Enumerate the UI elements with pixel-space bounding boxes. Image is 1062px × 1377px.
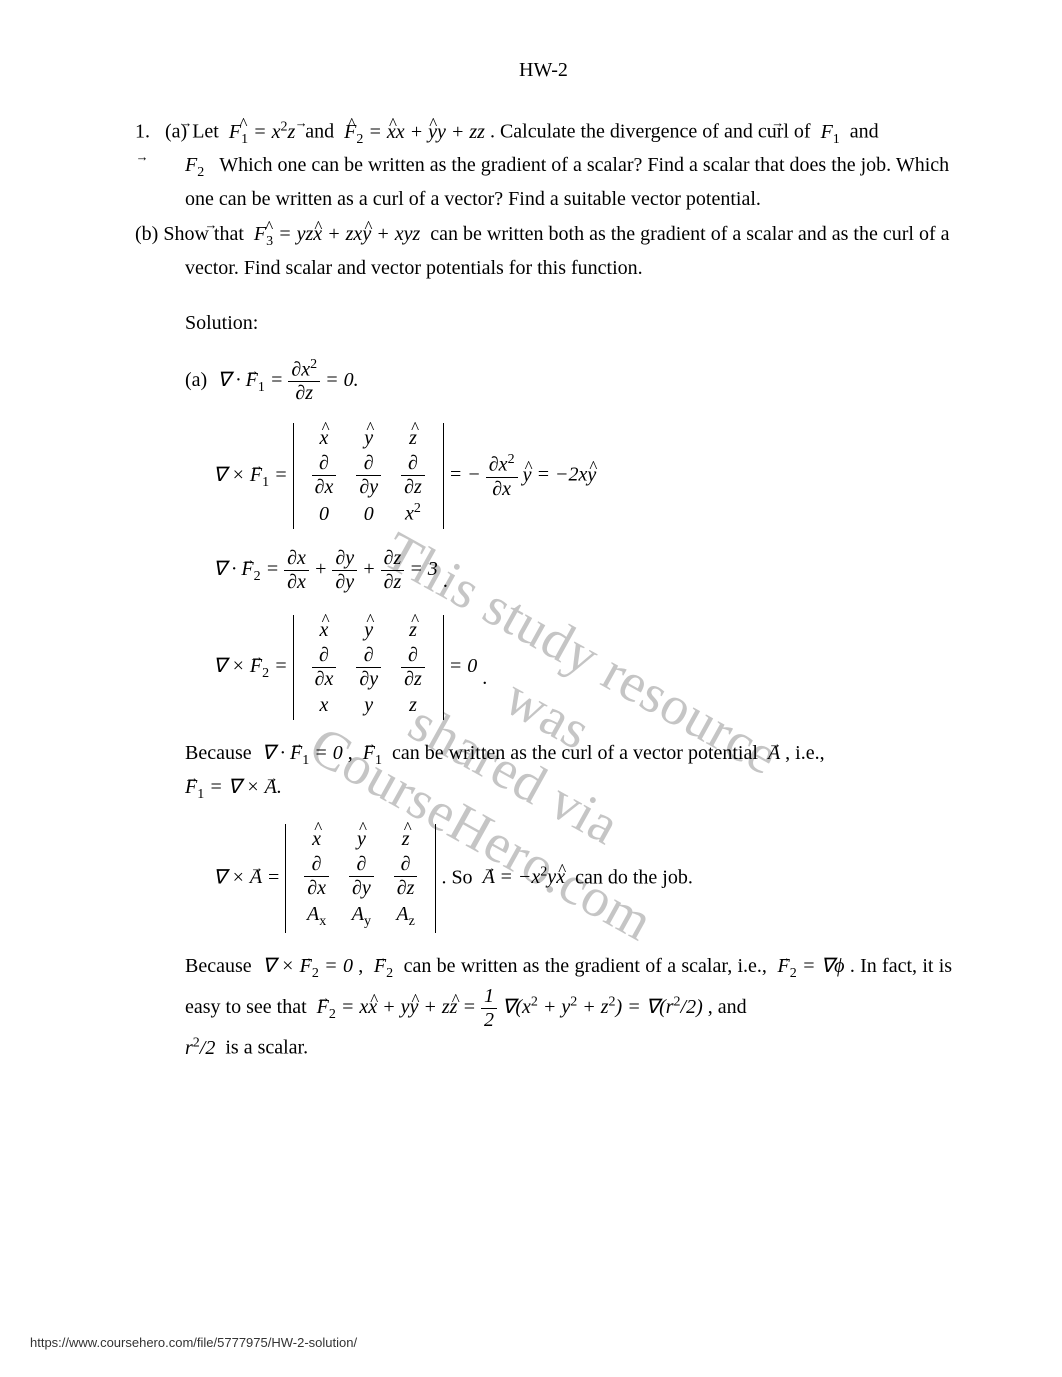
because2-b: , xyxy=(358,955,363,977)
because-1: Because ∇ · F1 = 0 , F1 can be written a… xyxy=(185,738,952,805)
because2-c: can be written as the gradient of a scal… xyxy=(404,955,767,977)
divF2-period: . xyxy=(443,570,448,592)
det-curl-f2: xyz ∂∂x ∂∂y ∂∂z xyz xyxy=(302,617,435,718)
curlF2-period: . xyxy=(482,667,487,689)
eq-curl-f2: ∇ × F2 = xyz ∂∂x ∂∂y ∂∂z xyz = 0 . xyxy=(213,615,952,720)
and-1: and xyxy=(305,121,334,143)
because1-c: can be written as the curl of a vector p… xyxy=(392,742,758,764)
divF2-rhs: = 3 xyxy=(409,558,438,580)
because1-a: Because xyxy=(185,742,252,764)
because2-e: , and xyxy=(708,996,747,1018)
eq-div-f1: (a) ∇ · F1 = ∂x2∂z = 0. xyxy=(185,357,952,406)
eq-div-f2: ∇ · F2 = ∂x∂x + ∂y∂y + ∂z∂z = 3 . xyxy=(213,547,952,597)
eq-curl-f1: ∇ × F1 = xyz ∂∂x ∂∂y ∂∂z 00x2 = − ∂x2∂x … xyxy=(213,423,952,529)
page-title: HW-2 xyxy=(135,55,952,86)
det2-r3c1: x xyxy=(302,692,347,718)
det-curl-f1: xyz ∂∂x ∂∂y ∂∂z 00x2 xyxy=(302,425,435,527)
det2-r3c2: y xyxy=(346,692,391,718)
problem-block: 1. (a) Let F1 = x2z and F2 = xx + yy + z… xyxy=(135,116,952,284)
because-2: Because ∇ × F2 = 0 , F2 can be written a… xyxy=(185,951,952,1063)
a-label: (a) xyxy=(185,369,207,391)
because1-b: , xyxy=(348,742,353,764)
and-2: and xyxy=(850,121,879,143)
sentence1-tail: . Calculate the divergence of and curl o… xyxy=(490,121,811,143)
content: HW-2 1. (a) Let F1 = x2z and F2 = xx + y… xyxy=(135,55,952,1064)
because1-d: , i.e., xyxy=(785,742,824,764)
curlA-tail: can do the job. xyxy=(575,866,693,888)
because2-a: Because xyxy=(185,955,252,977)
eq-curl-A: ∇ × A = xyz ∂∂x ∂∂y ∂∂z AxAyAz . So A = … xyxy=(213,824,952,934)
det1-r3c1: 0 xyxy=(302,500,347,527)
solution-block: Solution: (a) ∇ · F1 = ∂x2∂z = 0. ∇ × F1… xyxy=(135,308,952,1064)
problem-number: 1. xyxy=(135,121,150,143)
footer-url: https://www.coursehero.com/file/5777975/… xyxy=(30,1333,357,1353)
is-scalar: is a scalar. xyxy=(225,1037,308,1059)
page-root: This study resource was shared via Cours… xyxy=(0,0,1062,1377)
part-b-label: (b) Show that xyxy=(135,223,244,245)
divF1-rhs: = 0. xyxy=(325,369,359,391)
curlA-mid: . So xyxy=(441,866,472,888)
det-curl-A: xyz ∂∂x ∂∂y ∂∂z AxAyAz xyxy=(294,826,427,932)
det1-r3c2: 0 xyxy=(346,500,391,527)
curlF2-rhs: = 0 xyxy=(449,655,478,677)
det2-r3c3: z xyxy=(391,692,435,718)
sentence2: Which one can be written as the gradient… xyxy=(185,154,949,210)
solution-label: Solution: xyxy=(185,308,952,339)
